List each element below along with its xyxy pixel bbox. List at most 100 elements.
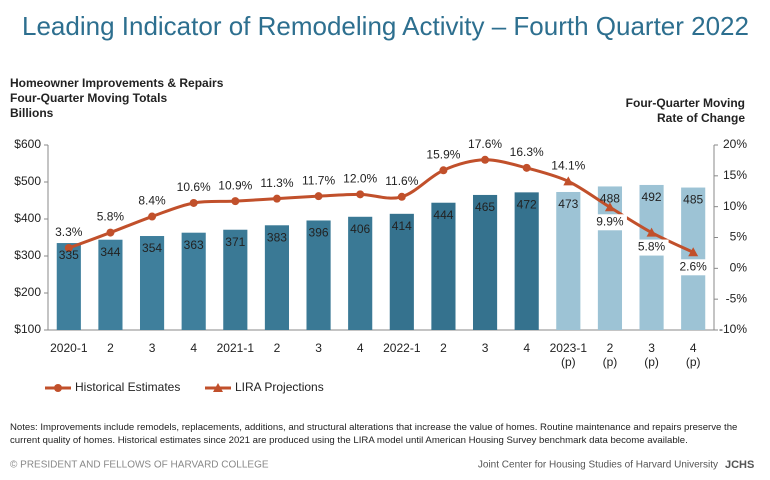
point — [356, 190, 365, 199]
point — [604, 202, 615, 212]
bar-label: 354 — [142, 241, 162, 255]
data-label: 8.4% — [138, 194, 166, 208]
bar — [264, 225, 290, 330]
point — [563, 176, 574, 186]
bar-label: 344 — [100, 245, 120, 259]
point — [439, 166, 448, 175]
x-tick-label: 4 — [190, 341, 198, 355]
bar — [514, 192, 539, 330]
bar-label: 383 — [267, 230, 287, 244]
bar — [431, 202, 456, 330]
x-tick-label: 3 — [481, 341, 489, 355]
bar — [56, 243, 81, 330]
y2-axis-label: Rate of Change — [657, 111, 745, 125]
bar-label: 371 — [225, 235, 245, 249]
y2-tick-label: 5% — [730, 230, 748, 244]
data-label: 3.3% — [55, 225, 83, 239]
data-label: 2.6% — [680, 259, 708, 273]
x-tick-label: 2020-1 — [50, 341, 88, 355]
bar — [306, 220, 331, 330]
y-axis-label: Homeowner Improvements & Repairs — [10, 76, 224, 90]
point — [148, 212, 157, 221]
data-label: 5.8% — [638, 240, 666, 254]
x-tick-label: 4 (p) — [685, 341, 701, 369]
bar-label: 396 — [309, 226, 329, 240]
point — [688, 247, 699, 257]
data-label: 10.9% — [218, 178, 252, 192]
legend-marker — [54, 384, 62, 392]
y-tick-label: $200 — [14, 285, 41, 299]
x-tick-label: 4 — [523, 341, 531, 355]
y2-tick-label: -5% — [726, 291, 748, 305]
data-label: 5.8% — [97, 210, 125, 224]
point — [64, 243, 73, 252]
y-axis-label: Four-Quarter Moving Totals — [10, 91, 167, 105]
footer-left: © PRESIDENT AND FELLOWS OF HARVARD COLLE… — [10, 460, 269, 471]
y-tick-label: $400 — [14, 211, 41, 225]
data-label: 12.0% — [343, 172, 377, 186]
bar-label: 492 — [642, 190, 662, 204]
point — [522, 163, 531, 172]
y-tick-label: $500 — [14, 174, 41, 188]
legend-label: Historical Estimates — [75, 380, 180, 394]
bar-label: 335 — [59, 248, 79, 262]
x-tick-label: 2021-1 — [216, 341, 254, 355]
bar-label: 444 — [433, 208, 453, 222]
x-tick-label: 4 — [356, 341, 364, 355]
data-label: 11.3% — [260, 176, 293, 190]
data-label: 11.7% — [302, 173, 335, 187]
bar-label: 472 — [517, 198, 537, 212]
point — [272, 194, 281, 203]
bar-label: 363 — [184, 238, 204, 252]
logo: JCHS — [725, 459, 754, 471]
point — [646, 227, 657, 237]
data-label: 11.6% — [385, 174, 418, 188]
data-label: 9.9% — [596, 214, 624, 228]
x-tick-label: 3 — [315, 341, 322, 355]
data-label: 14.1% — [551, 159, 585, 173]
bar — [639, 184, 664, 330]
x-tick-label: 3 (p) — [644, 341, 659, 369]
bar-label: 488 — [600, 192, 620, 206]
notes: Notes: Improvements include remodels, re… — [10, 422, 738, 446]
bar — [98, 239, 123, 330]
y-axis-label: Billions — [10, 106, 54, 120]
bar — [681, 187, 706, 330]
label-bg — [592, 214, 627, 231]
x-tick-label: 2022-1 — [383, 341, 421, 355]
chart-title: Leading Indicator of Remodeling Activity… — [22, 11, 749, 41]
x-tick-label: 3 — [148, 341, 156, 355]
x-tick-label: 2 — [273, 341, 281, 355]
label-bg — [676, 259, 711, 276]
y-tick-label: $100 — [14, 322, 41, 336]
y2-tick-label: 15% — [723, 168, 747, 182]
point — [397, 192, 406, 201]
bar-label: 473 — [558, 197, 578, 211]
x-tick-label: 2 — [440, 341, 447, 355]
label-bg — [634, 239, 669, 256]
x-tick-label: 2 — [107, 341, 114, 355]
point — [314, 192, 323, 201]
bar — [223, 229, 248, 330]
point — [481, 155, 490, 164]
legend-label: LIRA Projections — [235, 380, 324, 394]
bar-label: 485 — [683, 193, 703, 207]
data-label: 15.9% — [426, 147, 460, 161]
data-label: 16.3% — [510, 145, 544, 159]
bar — [181, 232, 206, 330]
bar — [348, 216, 373, 330]
y2-tick-label: -10% — [719, 322, 747, 336]
y-tick-label: $600 — [14, 137, 41, 151]
footer-right: Joint Center for Housing Studies of Harv… — [478, 460, 718, 471]
bar — [389, 213, 414, 330]
bar — [556, 191, 581, 330]
point — [231, 197, 240, 206]
legend-marker — [213, 383, 223, 392]
bar-label: 414 — [392, 219, 412, 233]
bar — [139, 236, 165, 330]
y2-tick-label: 10% — [723, 199, 747, 213]
y2-tick-label: 0% — [730, 261, 748, 275]
y2-axis-label: Four-Quarter Moving — [626, 96, 745, 110]
data-label: 10.6% — [177, 180, 211, 194]
